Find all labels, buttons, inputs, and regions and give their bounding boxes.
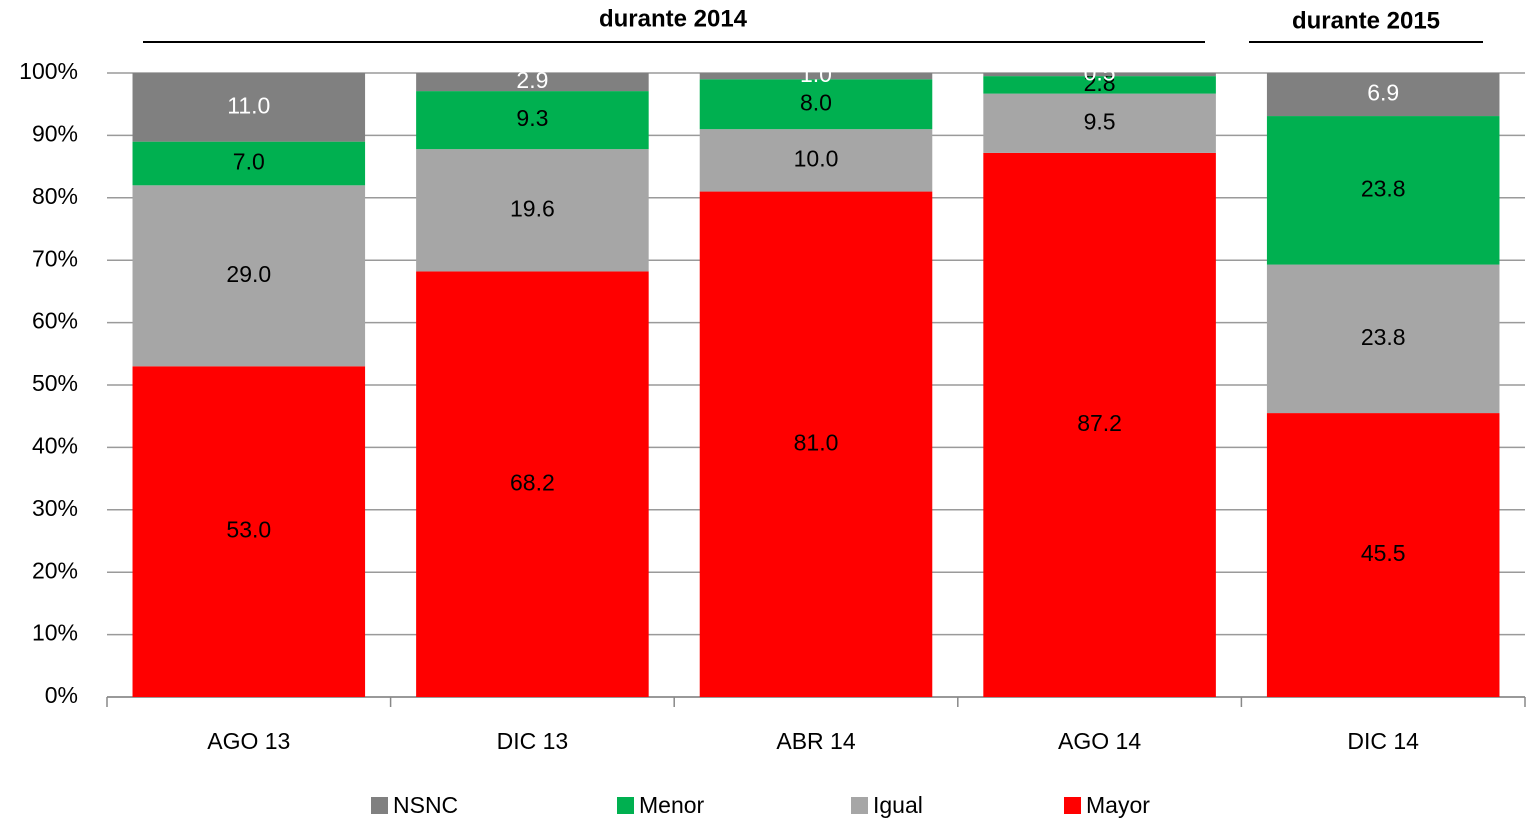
- y-tick-label: 80%: [32, 183, 78, 209]
- data-label: 1.0: [800, 61, 832, 87]
- y-tick-label: 10%: [32, 620, 78, 646]
- y-tick-label: 20%: [32, 557, 78, 583]
- legend-swatch: [851, 797, 868, 814]
- bar-segment: [132, 141, 366, 186]
- y-tick-label: 50%: [32, 370, 78, 396]
- data-label: 7.0: [233, 149, 265, 175]
- bar-segment: [983, 76, 1216, 94]
- x-tick-label: DIC 13: [497, 728, 569, 754]
- x-tick-label: DIC 14: [1347, 728, 1419, 754]
- data-label: 11.0: [227, 92, 270, 118]
- y-tick-label: 100%: [19, 58, 78, 84]
- annotation: durante 2015: [1292, 7, 1440, 34]
- bar-segment: [699, 129, 933, 192]
- data-label: 68.2: [510, 469, 555, 495]
- y-tick-label: 30%: [32, 495, 78, 521]
- x-tick-label: ABR 14: [776, 728, 855, 754]
- bar-segment: [699, 79, 933, 130]
- bar-segment: [699, 191, 933, 697]
- data-label: 8.0: [800, 89, 832, 115]
- y-tick-label: 0%: [45, 682, 78, 708]
- bar-segment: [983, 152, 1216, 697]
- data-label: 19.6: [510, 195, 555, 221]
- bar-segment: [1266, 73, 1500, 117]
- bar-segment: [1266, 116, 1500, 265]
- bar-segment: [1266, 264, 1500, 414]
- bar-segment: [416, 149, 649, 272]
- bar-segment: [416, 91, 649, 150]
- bar-segment: [416, 73, 649, 92]
- x-tick-label: AGO 14: [1058, 728, 1141, 754]
- data-label: 23.8: [1361, 175, 1406, 201]
- bar-segment: [983, 93, 1216, 153]
- data-label: 29.0: [226, 261, 271, 287]
- bar-segment: [132, 366, 366, 697]
- data-label: 81.0: [794, 429, 839, 455]
- bar-segment: [699, 73, 933, 80]
- data-label: 23.8: [1361, 324, 1406, 350]
- legend-swatch: [371, 797, 388, 814]
- data-label: 10.0: [794, 145, 839, 171]
- bar-segment: [983, 73, 1216, 77]
- data-label: 45.5: [1361, 540, 1406, 566]
- bar-segment: [132, 185, 366, 367]
- data-label: 87.2: [1077, 410, 1122, 436]
- y-tick-label: 70%: [32, 245, 78, 271]
- legend-label: Igual: [873, 792, 923, 818]
- data-label: 0.5: [1084, 60, 1116, 86]
- y-tick-label: 90%: [32, 120, 78, 146]
- legend-label: NSNC: [393, 792, 458, 818]
- bar-segment: [132, 73, 366, 142]
- y-tick-label: 60%: [32, 308, 78, 334]
- legend-label: Mayor: [1086, 792, 1150, 818]
- legend-swatch: [617, 797, 634, 814]
- legend-swatch: [1064, 797, 1081, 814]
- x-tick-label: AGO 13: [207, 728, 290, 754]
- y-tick-label: 40%: [32, 432, 78, 458]
- bar-segment: [1266, 413, 1500, 697]
- legend-label: Menor: [639, 792, 705, 818]
- data-label: 53.0: [226, 517, 271, 543]
- data-label: 2.9: [516, 67, 548, 93]
- data-label: 9.3: [516, 105, 548, 131]
- bar-segment: [416, 271, 649, 697]
- data-label: 6.9: [1367, 80, 1399, 106]
- annotation: durante 2014: [599, 5, 748, 32]
- data-label: 9.5: [1084, 108, 1116, 134]
